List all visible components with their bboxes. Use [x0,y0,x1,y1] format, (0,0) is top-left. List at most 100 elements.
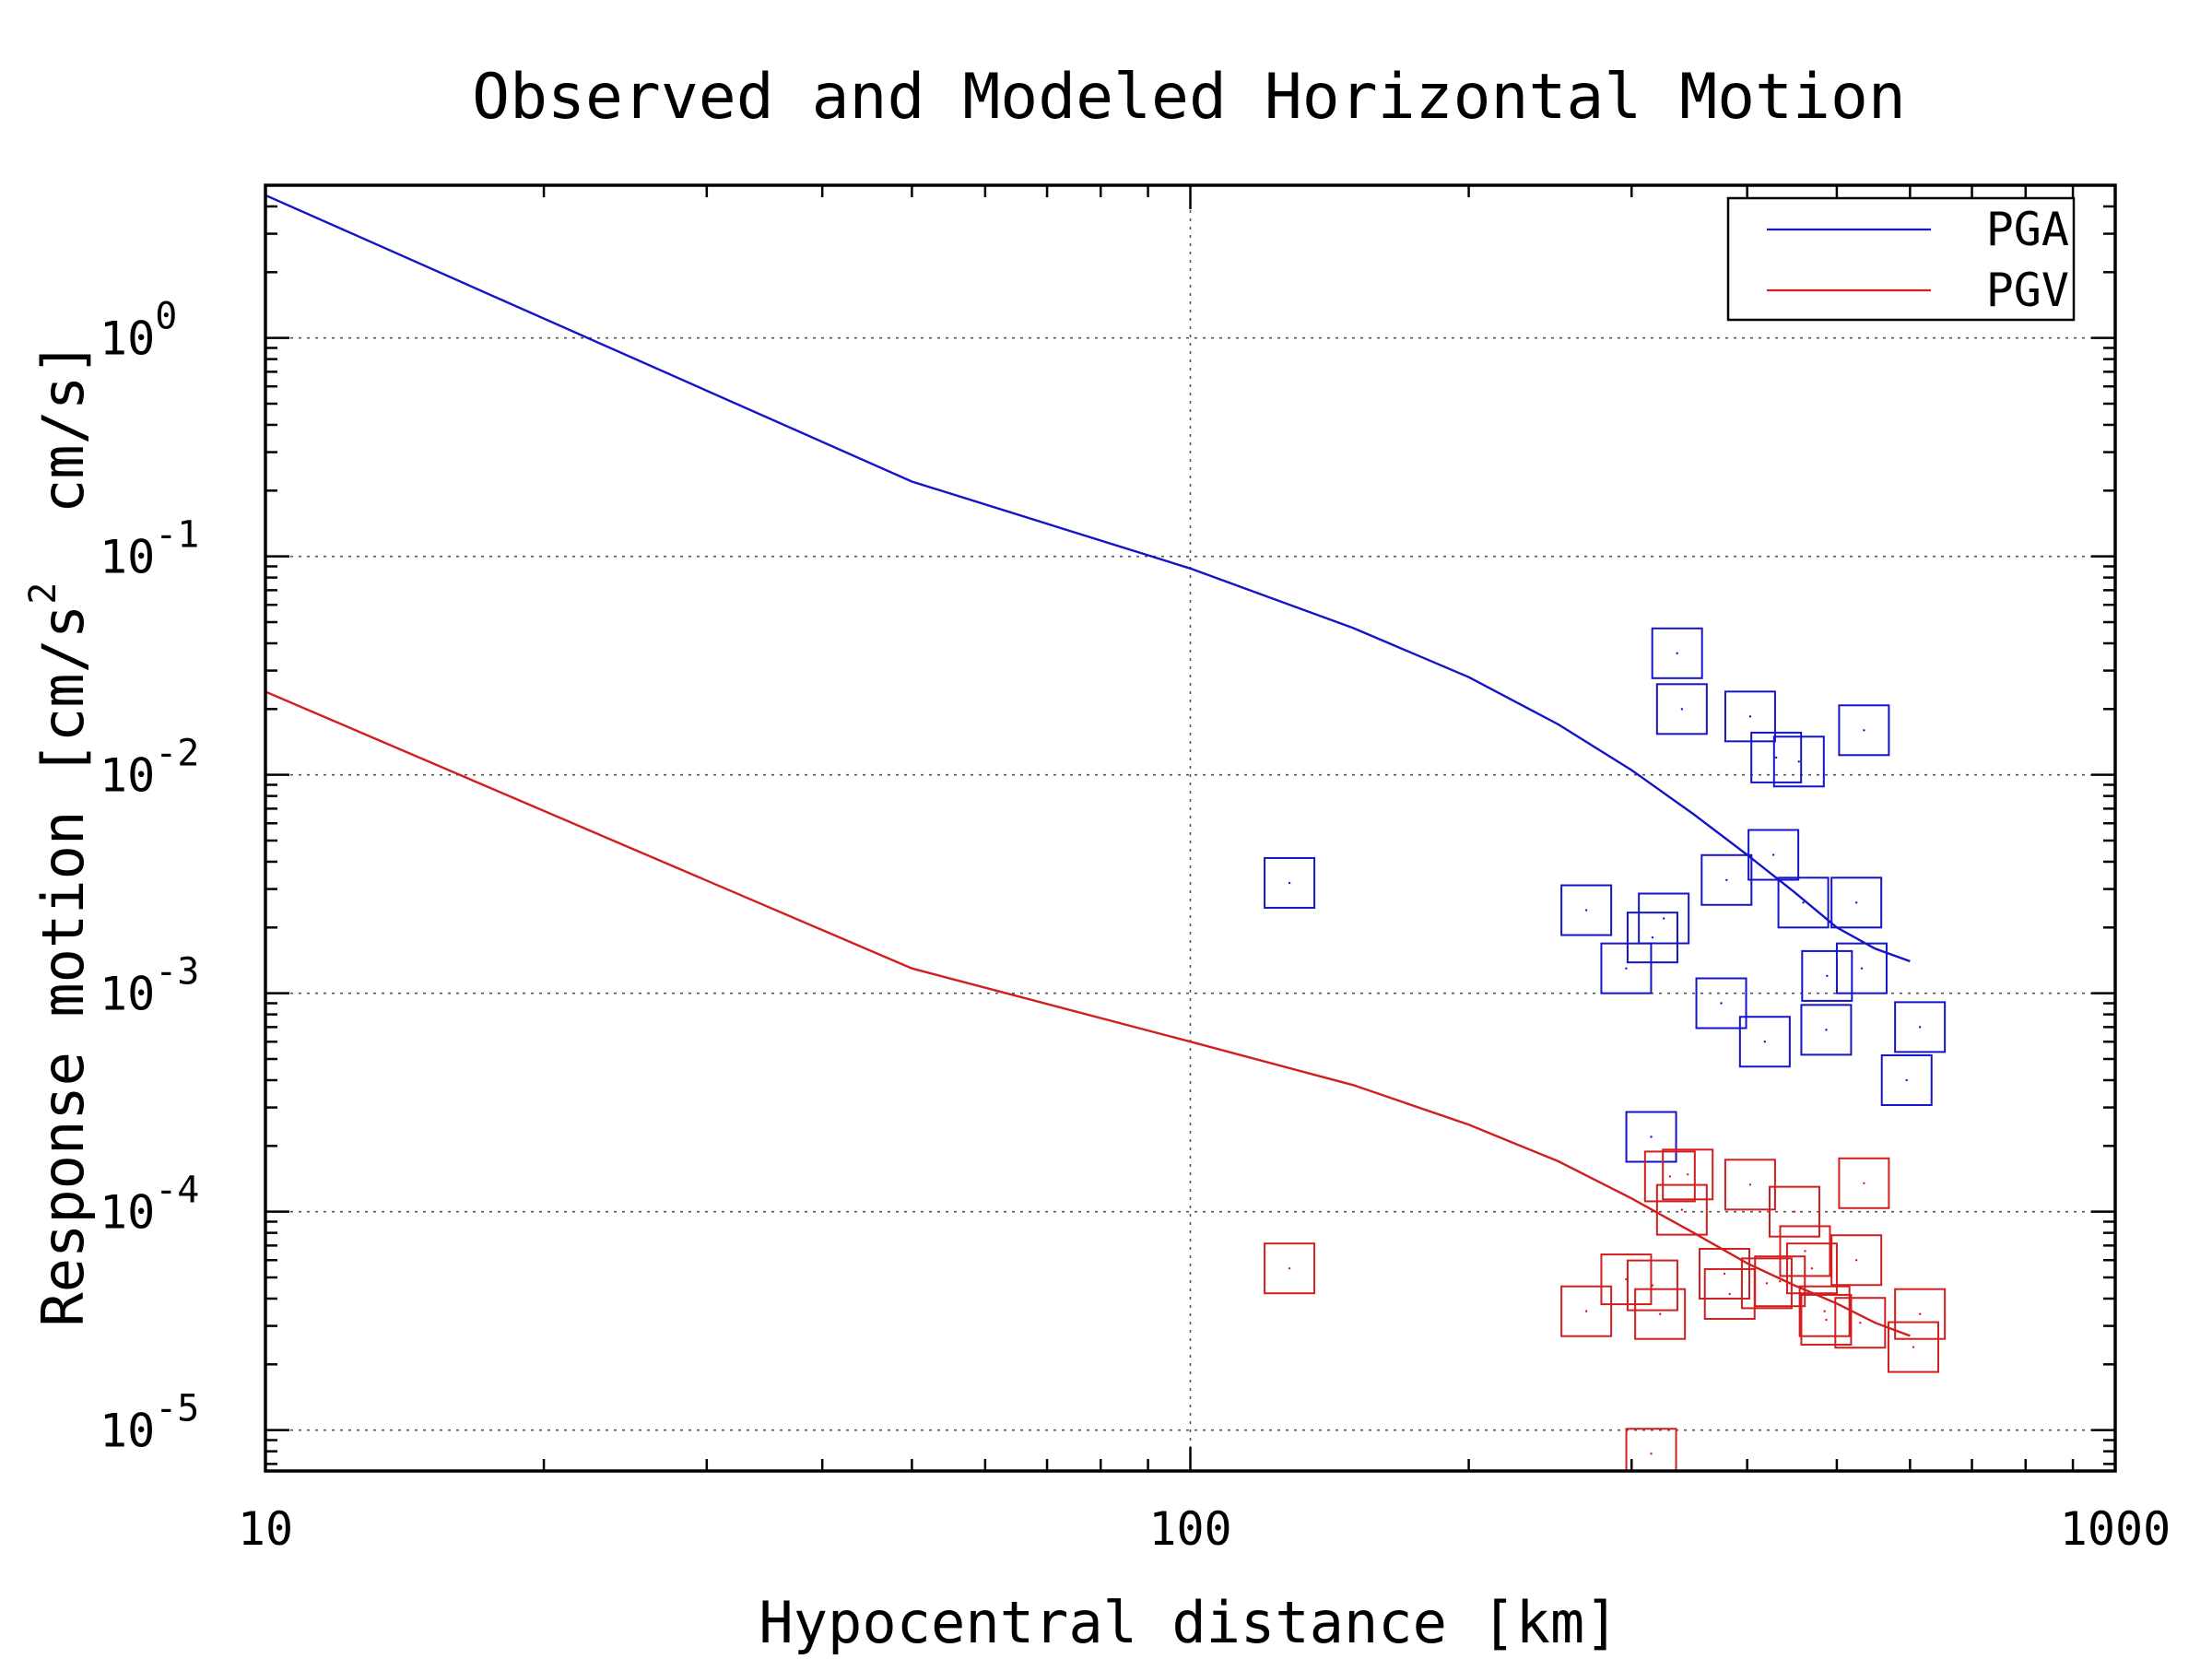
pgv-observed-point [1830,1234,1883,1287]
pga-observed-point-center [1797,760,1801,763]
pga-observed-point-center [1720,1002,1723,1005]
pgv-observed-point-center [1823,1310,1826,1312]
pga-observed-point [1651,627,1703,679]
pgv-observed-point [1634,1288,1687,1340]
pga-observed-point-center [1288,881,1291,885]
pgv-observed-point-center [1825,1318,1828,1322]
pga-observed-point [1560,884,1613,936]
pgv-observed-point-center [1728,1292,1731,1296]
y-tick-label: 10-2 [100,733,199,803]
pga-observed-point-center [1650,1135,1653,1138]
pgv-observed-point [1740,1257,1793,1310]
pga-observed-point-center [1863,729,1865,732]
pgv-observed-point-center [1859,1322,1862,1324]
pga-observed-point-center [1771,853,1775,856]
pgv-observed-point [1264,1242,1316,1295]
pgv-observed-point-center [1658,1312,1662,1315]
pga-observed-point [1655,683,1708,735]
pga-observed-point-center [1774,756,1778,759]
pgv-observed-point-center [1584,1310,1588,1312]
pga-observed-point [1800,1004,1853,1056]
pga-observed-point [1830,877,1883,929]
pgv-observed-point [1626,1259,1678,1312]
pgv-observed-point [1834,1297,1887,1349]
pga-observed-point-center [1826,974,1829,978]
pgv-observed-point-center [1288,1266,1291,1270]
pgv-observed-point-center [1863,1182,1865,1184]
pgv-observed-point [1662,1148,1714,1201]
pgv-observed-point [1894,1288,1947,1340]
x-axis-label: Hypocentral distance [km] [759,1589,1618,1656]
pga-observed-point-center [1651,935,1654,939]
pgv-observed-point [1779,1225,1831,1277]
pga-observed-point-center [1905,1078,1908,1082]
pgv-observed-point-center [1793,1210,1796,1213]
pgv-observed-point-center [1680,1208,1684,1211]
pgv-observed-point-center [1687,1173,1689,1176]
plot-frame [264,183,2117,1473]
y-axis-label-superscript: 2 [22,582,65,605]
x-tick-label: 10 [238,1502,293,1556]
y-axis-label: Response motion [cm/s2 cm/s] [22,341,97,1326]
pga-observed-point [1777,877,1830,929]
pgv-observed-point [1800,1293,1853,1346]
pga-observed-point-center [1763,1041,1767,1043]
series-pgv [265,690,1947,1471]
pga-observed-point [1738,1016,1791,1068]
legend-label-pgv: PGV [1986,264,2069,317]
y-tick-label: 10-3 [100,951,199,1021]
y-tick-labels: 100 10-1 10-2 10-3 10-4 10-5 [100,296,199,1458]
pgv-observed-point [1643,1150,1696,1203]
pga-observed-point [1638,892,1690,945]
pgv-observed-point [1724,1159,1776,1211]
pga-observed-point-center [1662,917,1665,920]
pga-observed-point [1838,704,1890,757]
pgv-observed-point [1655,1183,1708,1236]
pgv-observed-point-center [1912,1346,1915,1348]
pga-observed-point-center [1625,967,1628,970]
pgv-observed-point-center [1779,1280,1782,1283]
pga-observed-point [1772,735,1825,788]
pga-observed-point [1695,977,1747,1030]
pga-observed-point [1750,731,1803,783]
pga-observed-point [1835,942,1888,994]
y-tick-label: 10-4 [100,1170,199,1240]
y-tick-label: 10-1 [100,514,199,584]
legend-box [1726,196,2076,322]
legend: PGA PGV [1726,196,2076,322]
pgv-observed-point [1600,1253,1653,1306]
pgv-observed-point-center [1748,1183,1752,1186]
y-axis-label-main: Response motion [cm/s [29,605,97,1327]
pga-observed-point-center [1860,967,1864,970]
x-tick-label: 1000 [2060,1502,2171,1556]
pgv-observed-point [1798,1285,1851,1337]
pgv-observed-point-center [1650,1453,1653,1455]
pga-observed-point-center [1676,652,1678,655]
pga-observed-point [1801,949,1853,1002]
pgv-observed-point [1699,1247,1751,1300]
pgv-observed-point-center [1854,1259,1858,1262]
x-tick-label: 100 [1148,1502,1231,1556]
pga-observed-point [1264,856,1316,909]
pgv-observed-point-center [1651,1284,1654,1287]
pgv-observed-point [1838,1157,1890,1209]
series-pga [265,194,1947,1163]
pga-observed-point-center [1584,909,1588,912]
pgv-observed-point-center [1765,1282,1769,1285]
pga-observed-point [1880,1053,1933,1106]
pga-observed-point [1600,942,1653,994]
pga-observed-point-center [1825,1029,1828,1031]
pga-observed-point [1625,1111,1677,1163]
pgv-observed-point-center [1668,1175,1672,1178]
pga-observed-point [1626,912,1678,964]
pgv-observed-point-center [1810,1266,1814,1270]
pgv-observed-point-center [1918,1312,1922,1315]
y-tick-label: 10-5 [100,1388,199,1458]
pga-observed-point-center [1680,708,1684,711]
legend-label-pga: PGA [1986,203,2069,256]
y-axis-label-tail: cm/s] [29,341,97,582]
pga-observed-point-center [1854,901,1858,904]
chart-title: Observed and Modeled Horizontal Motion [472,61,1906,134]
pga-observed-point-center [1802,901,1805,904]
